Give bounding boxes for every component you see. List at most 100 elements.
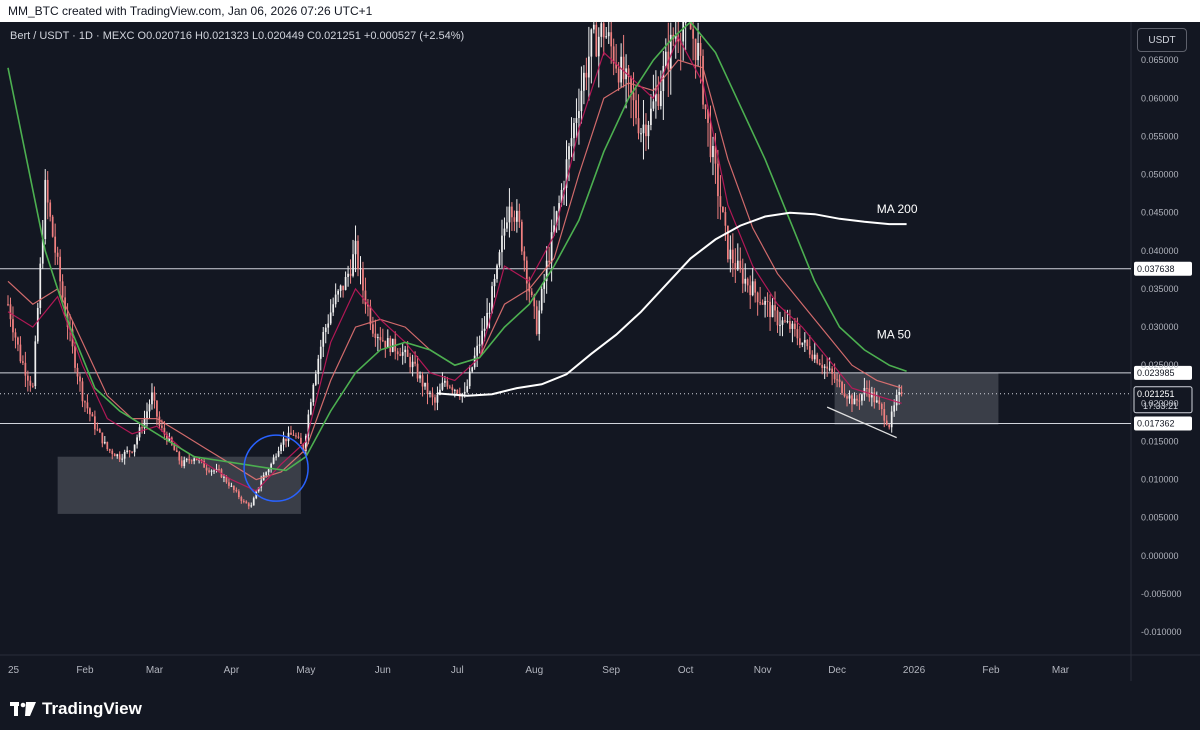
- highlight-circle[interactable]: [243, 434, 309, 502]
- candle-body: [496, 265, 498, 279]
- candle-body: [379, 337, 382, 341]
- candle-body: [481, 330, 483, 345]
- time-tick-label: Dec: [828, 665, 846, 676]
- candle-body: [381, 340, 384, 342]
- time-tick-label: May: [296, 665, 315, 676]
- candle-body: [228, 482, 230, 486]
- price-tick-label: 0.050000: [1141, 170, 1179, 180]
- low-value: L0.020449: [251, 30, 304, 42]
- trend-line[interactable]: [826, 406, 897, 439]
- ma-label: MA 50: [877, 328, 911, 342]
- candle-body: [81, 381, 84, 402]
- candle-body: [409, 356, 412, 368]
- price-level-tag: [1134, 261, 1192, 276]
- candle-body: [516, 210, 518, 222]
- candle-body: [297, 436, 300, 438]
- candle-body: [79, 376, 81, 382]
- candle-body: [550, 232, 553, 263]
- time-tick-label: Mar: [1052, 665, 1070, 676]
- candle-body: [46, 179, 49, 203]
- candle-body: [652, 101, 655, 109]
- candle-body: [76, 367, 79, 377]
- candle-body: [86, 402, 89, 409]
- candle-body: [12, 319, 14, 333]
- candle-body: [712, 145, 714, 158]
- candle-body: [471, 367, 474, 372]
- candle-body: [478, 344, 481, 346]
- grid-layer: [0, 22, 1200, 681]
- candle-body: [183, 460, 186, 467]
- price-tick-label: 0.030000: [1141, 322, 1179, 332]
- price-tick-label: 0.035000: [1141, 284, 1179, 294]
- candle-body: [200, 459, 203, 461]
- candle-body: [647, 125, 650, 137]
- candle-body: [307, 414, 310, 436]
- candle-body: [357, 240, 359, 270]
- plot-background: [0, 22, 1130, 655]
- currency-unit-button[interactable]: USDT: [1137, 28, 1187, 52]
- candle-body: [419, 375, 421, 379]
- price-tick-label: -0.005000: [1141, 589, 1182, 599]
- candle-body: [709, 122, 712, 158]
- candle-body: [429, 392, 431, 395]
- candle-body: [136, 437, 138, 445]
- ohlc-legend: Bert / USDT · 1D · MEXC O0.020716 H0.021…: [10, 30, 464, 42]
- candle-body: [237, 491, 240, 498]
- ma-label: MA 200: [877, 202, 918, 216]
- candle-body: [24, 362, 27, 376]
- candle-body: [885, 420, 888, 425]
- candle-body: [818, 363, 821, 365]
- candle-body: [17, 337, 19, 345]
- candle-body: [367, 304, 369, 307]
- candle-body: [900, 392, 903, 394]
- candle-body: [56, 252, 59, 257]
- candle-body: [295, 435, 297, 437]
- candle-body: [801, 342, 804, 345]
- chart-frame: 0.037638 0.023985 0.017362 0.021251 17:33:21…: [0, 22, 1200, 730]
- candle-body: [384, 340, 387, 348]
- range-zone[interactable]: [57, 456, 301, 514]
- candle-body: [406, 349, 409, 357]
- time-tick-label: Feb: [76, 665, 94, 676]
- time-tick-label: Feb: [982, 665, 1000, 676]
- candle-body: [257, 487, 260, 492]
- candle-body: [704, 104, 707, 110]
- price-tick-label: 0.025000: [1141, 360, 1179, 370]
- tradingview-brand[interactable]: TradingView: [10, 699, 142, 719]
- ma50-line: [7, 22, 907, 472]
- candle-body: [175, 450, 178, 452]
- candle-body: [151, 392, 153, 405]
- candle-body: [245, 501, 248, 504]
- price-tick-label: 0.015000: [1141, 436, 1179, 446]
- candle-body: [424, 382, 426, 387]
- candle-body: [632, 92, 635, 101]
- price-chart[interactable]: 0.037638 0.023985 0.017362 0.021251 17:33:21…: [0, 22, 1200, 730]
- candle-body: [106, 441, 109, 450]
- candle-body: [543, 281, 546, 289]
- candle-body: [535, 306, 538, 334]
- candle-body: [645, 124, 647, 137]
- price-tick-label: 0.020000: [1141, 398, 1179, 408]
- high-value: H0.021323: [195, 30, 249, 42]
- candle-body: [488, 312, 491, 314]
- candle-body: [861, 394, 863, 401]
- candle-body: [786, 321, 789, 323]
- candle-body: [630, 77, 632, 93]
- candle-body: [168, 437, 171, 442]
- candle-body: [811, 354, 814, 360]
- candle-body: [898, 392, 901, 395]
- candle-body: [655, 94, 657, 102]
- candle-body: [399, 354, 402, 356]
- candle-body: [96, 429, 99, 431]
- candle-body: [29, 380, 32, 386]
- candle-body: [141, 427, 143, 429]
- candle-body: [538, 310, 541, 334]
- candle-body: [180, 460, 183, 467]
- candle-body: [270, 463, 272, 470]
- candle-body: [620, 56, 622, 83]
- candle-body: [305, 435, 307, 451]
- candle-body: [317, 358, 320, 375]
- candle-body: [272, 457, 275, 464]
- candle-body: [91, 414, 94, 417]
- candle-body: [734, 263, 737, 270]
